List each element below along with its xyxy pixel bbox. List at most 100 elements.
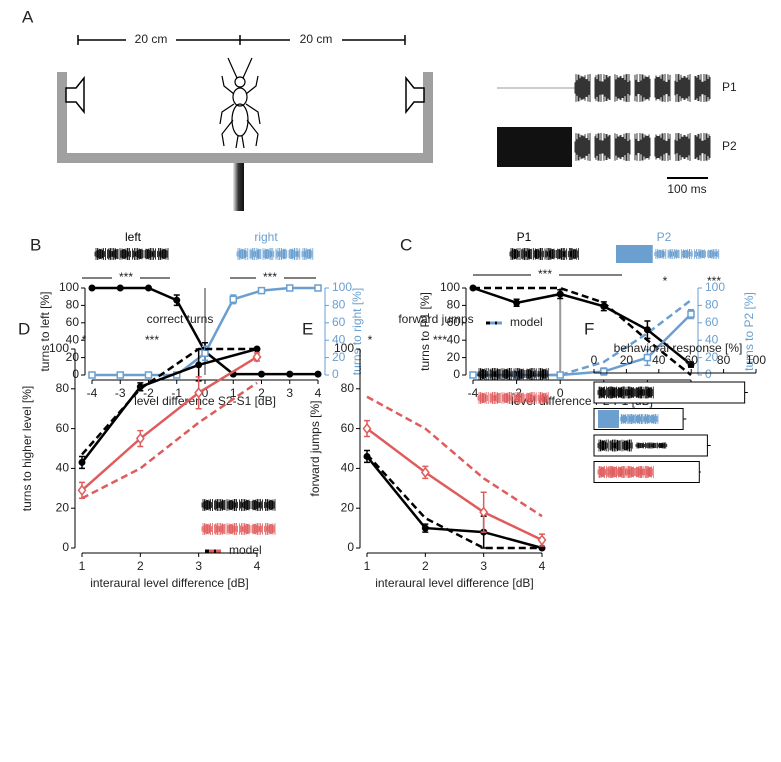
y2-tick-label: 80 (332, 298, 346, 312)
y2-tick-label: 40 (332, 332, 346, 346)
y-tick-label: 40 (447, 332, 461, 346)
y-tick-label: 60 (56, 421, 70, 435)
y-tick-label: 40 (66, 332, 80, 346)
marker (286, 284, 294, 292)
x-tick-label: -1 (171, 386, 182, 400)
y-tick-label: 100 (440, 280, 460, 294)
stimulus-label: left (125, 230, 142, 244)
significance: *** (119, 270, 133, 284)
series-line (366, 427, 543, 542)
waveform (477, 368, 549, 380)
y-tick-label: 80 (447, 298, 461, 312)
marker (556, 371, 564, 379)
series-line (366, 453, 542, 550)
marker (116, 284, 124, 292)
marker (643, 326, 651, 334)
x-tick-label: -2 (143, 386, 154, 400)
x-tick-label: 60 (685, 353, 699, 367)
noise-block (497, 127, 572, 167)
marker (687, 310, 695, 318)
marker (144, 371, 153, 379)
marker (258, 370, 265, 378)
waveform (597, 466, 654, 478)
trace-label: P2 (722, 139, 737, 153)
panel-a: A 20 cm 20 cm P1 P2 100 ms (22, 7, 737, 211)
significance: *** (538, 267, 552, 281)
marker (479, 506, 489, 518)
x-tick-label: -3 (115, 386, 126, 400)
y-tick-label: 0 (62, 540, 69, 554)
y2-tick-label: 0 (332, 367, 339, 381)
y-tick-label: 20 (341, 500, 355, 514)
significance: * (82, 333, 87, 347)
distance-label: 20 cm (300, 32, 333, 46)
y-tick-label: 20 (66, 350, 80, 364)
significance: *** (433, 333, 447, 347)
x-tick-label: -4 (87, 386, 98, 400)
y-axis-label: turns to P1 [%] (418, 292, 432, 371)
y-tick-label: 40 (341, 461, 355, 475)
speaker (65, 75, 85, 115)
y-tick-label: 20 (447, 350, 461, 364)
panel-label: E (302, 319, 313, 338)
series-line (81, 381, 258, 500)
y-tick-label: 0 (453, 367, 460, 381)
x-tick-label: 40 (652, 353, 666, 367)
series-line (81, 347, 257, 456)
stimulus-label: P1 (517, 230, 532, 244)
waveform (574, 133, 711, 161)
marker (136, 383, 144, 391)
x-tick-label: 3 (195, 559, 202, 573)
x-tick-label: 2 (137, 559, 144, 573)
marker (362, 422, 372, 435)
y-tick-label: 60 (341, 421, 355, 435)
y2-tick-label: 20 (705, 350, 719, 364)
waveform (635, 442, 668, 449)
series-line (472, 286, 692, 366)
waveform (236, 248, 314, 260)
y2-tick-label: 60 (332, 315, 346, 329)
y2-tick-label: 20 (332, 350, 346, 364)
y-tick-label: 80 (66, 298, 80, 312)
trace-label: P1 (722, 80, 737, 94)
y-tick-label: 60 (447, 315, 461, 329)
y2-tick-label: 0 (705, 367, 712, 381)
panel-label: C (400, 235, 412, 254)
waveform (477, 392, 549, 404)
marker (314, 284, 322, 292)
y-tick-label: 100 (59, 280, 79, 294)
x-axis-label: level difference S2-S1 [dB] (134, 394, 276, 408)
y2-tick-label: 40 (705, 332, 719, 346)
significance: * (368, 333, 373, 347)
series-line (81, 355, 258, 492)
x-tick-label: 1 (230, 386, 237, 400)
y-tick-label: 80 (341, 381, 355, 395)
x-tick-label: 3 (286, 386, 293, 400)
distance-label: 20 cm (135, 32, 168, 46)
stimulus-label: right (254, 230, 278, 244)
marker (556, 290, 564, 298)
waveform (201, 523, 276, 535)
y2-tick-label: 80 (705, 298, 719, 312)
x-tick-label: 20 (620, 353, 634, 367)
y-tick-label: 40 (56, 461, 70, 475)
legend-label: model (510, 315, 543, 329)
x-axis-label: behavioral response [%] (614, 341, 743, 355)
panel-label: D (18, 319, 30, 338)
waveform (597, 386, 654, 399)
series-line (473, 286, 692, 376)
marker (88, 284, 96, 292)
series-line (366, 395, 543, 518)
treadmill-frame (57, 72, 433, 163)
panel-label: B (30, 235, 41, 254)
y-tick-label: 60 (66, 315, 80, 329)
series-line (81, 347, 258, 464)
y-tick-label: 80 (56, 381, 70, 395)
panel-label: F (584, 319, 594, 338)
waveform (574, 74, 711, 102)
x-tick-label: 4 (315, 386, 322, 400)
chart-title: forward jumps (398, 312, 473, 326)
marker (600, 302, 608, 310)
